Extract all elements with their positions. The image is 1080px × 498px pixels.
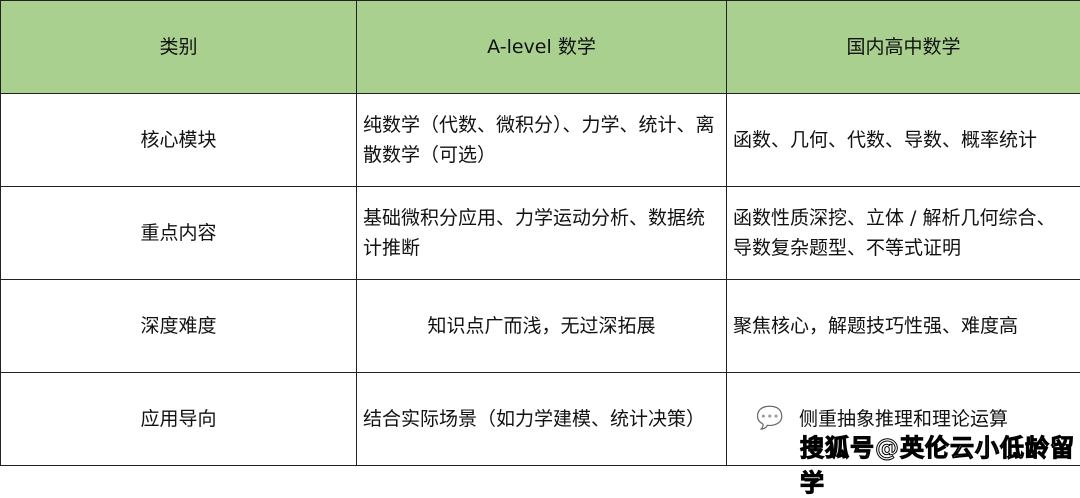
cell-domestic: 函数、几何、代数、导数、概率统计 [727, 94, 1080, 187]
cell-category: 应用导向 [1, 373, 357, 466]
table-row: 深度难度 知识点广而浅，无过深拓展 聚焦核心，解题技巧性强、难度高 [1, 280, 1080, 373]
watermark: 搜狐号@英伦云小低龄留学 [800, 428, 1080, 498]
cell-category: 核心模块 [1, 94, 357, 187]
header-row: 类别 A-level 数学 国内高中数学 [1, 1, 1080, 94]
comparison-table: 类别 A-level 数学 国内高中数学 核心模块 纯数学（代数、微积分）、力学… [0, 0, 1080, 466]
wechat-icon: 💬 [756, 406, 783, 431]
cell-domestic: 函数性质深挖、立体 / 解析几何综合、导数复杂题型、不等式证明 [727, 187, 1080, 280]
cell-alevel: 纯数学（代数、微积分）、力学、统计、离散数学（可选） [357, 94, 727, 187]
header-domestic: 国内高中数学 [727, 1, 1080, 94]
table-row: 重点内容 基础微积分应用、力学运动分析、数据统计推断 函数性质深挖、立体 / 解… [1, 187, 1080, 280]
cell-alevel: 知识点广而浅，无过深拓展 [357, 280, 727, 373]
cell-category: 重点内容 [1, 187, 357, 280]
cell-category: 深度难度 [1, 280, 357, 373]
cell-alevel: 结合实际场景（如力学建模、统计决策） [357, 373, 727, 466]
table-row: 核心模块 纯数学（代数、微积分）、力学、统计、离散数学（可选） 函数、几何、代数… [1, 94, 1080, 187]
header-category: 类别 [1, 1, 357, 94]
header-alevel: A-level 数学 [357, 1, 727, 94]
cell-domestic: 聚焦核心，解题技巧性强、难度高 [727, 280, 1080, 373]
cell-alevel: 基础微积分应用、力学运动分析、数据统计推断 [357, 187, 727, 280]
